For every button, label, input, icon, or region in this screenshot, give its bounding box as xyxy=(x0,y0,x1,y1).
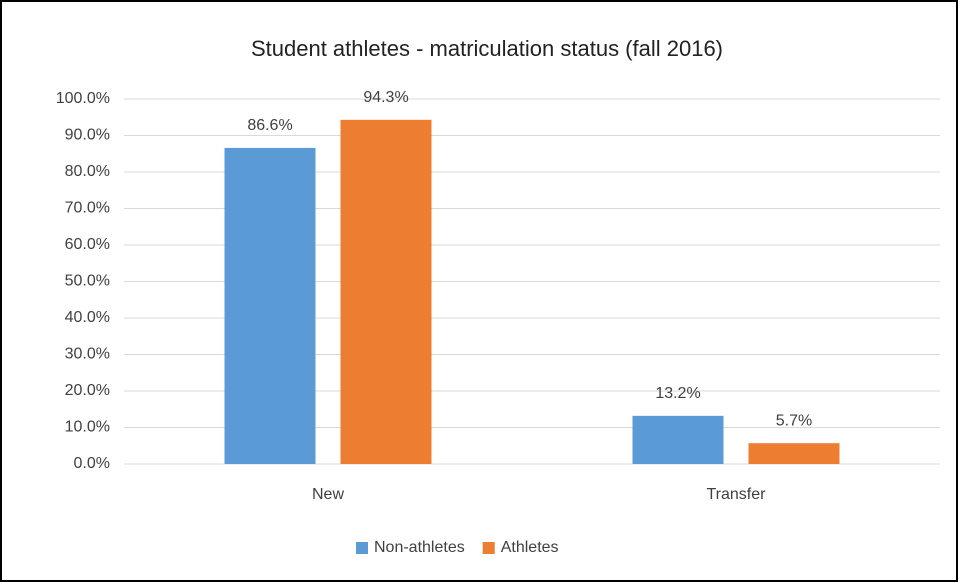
bar xyxy=(632,415,724,464)
bar xyxy=(224,147,316,464)
value-label: 94.3% xyxy=(363,89,408,106)
value-label: 13.2% xyxy=(655,385,700,402)
y-tick-label: 50.0% xyxy=(65,273,110,290)
y-tick-label: 90.0% xyxy=(65,127,110,144)
x-tick-label: Transfer xyxy=(707,486,767,503)
legend-label: Non-athletes xyxy=(374,539,465,556)
legend-label: Athletes xyxy=(501,539,559,556)
y-tick-label: 80.0% xyxy=(65,163,110,180)
y-tick-label: 70.0% xyxy=(65,200,110,217)
value-label: 5.7% xyxy=(776,412,812,429)
bar xyxy=(340,119,432,465)
x-tick-label: New xyxy=(312,486,344,503)
legend-swatch xyxy=(356,542,368,554)
chart-title: Student athletes - matriculation status … xyxy=(251,36,723,61)
value-label: 86.6% xyxy=(247,117,292,134)
y-tick-label: 100.0% xyxy=(56,90,110,107)
y-tick-label: 60.0% xyxy=(65,236,110,253)
bar xyxy=(748,443,840,464)
y-tick-label: 10.0% xyxy=(65,419,110,436)
y-tick-label: 0.0% xyxy=(74,455,110,472)
y-tick-label: 40.0% xyxy=(65,309,110,326)
y-tick-label: 30.0% xyxy=(65,346,110,363)
y-tick-label: 20.0% xyxy=(65,382,110,399)
legend-swatch xyxy=(482,542,495,554)
